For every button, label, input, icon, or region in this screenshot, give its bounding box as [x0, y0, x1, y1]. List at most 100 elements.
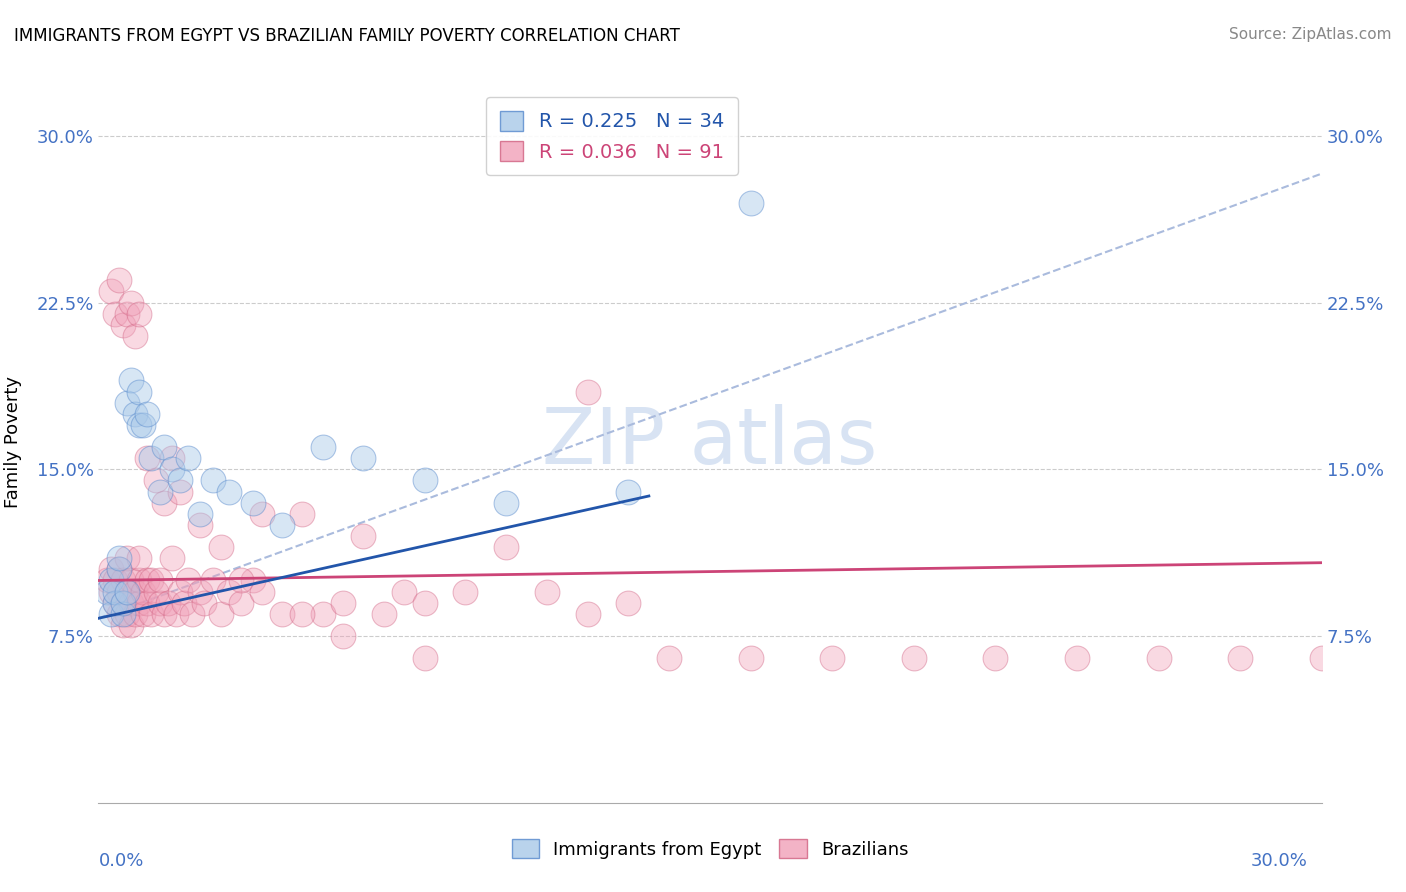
- Point: [108, 584, 131, 599]
- Point: [141, 574, 163, 588]
- Point: [141, 607, 163, 621]
- Point: [152, 440, 174, 454]
- Point: [454, 584, 477, 599]
- Point: [132, 584, 155, 599]
- Text: IMMIGRANTS FROM EGYPT VS BRAZILIAN FAMILY POVERTY CORRELATION CHART: IMMIGRANTS FROM EGYPT VS BRAZILIAN FAMIL…: [14, 27, 681, 45]
- Point: [231, 596, 253, 610]
- Point: [352, 529, 374, 543]
- Point: [312, 607, 335, 621]
- Point: [132, 607, 155, 621]
- Point: [104, 596, 127, 610]
- Point: [136, 574, 159, 588]
- Point: [145, 584, 167, 599]
- Point: [576, 607, 599, 621]
- Point: [108, 562, 131, 576]
- Point: [218, 484, 240, 499]
- Point: [120, 618, 142, 632]
- Point: [100, 607, 122, 621]
- Point: [115, 584, 138, 599]
- Point: [188, 507, 212, 521]
- Point: [1147, 651, 1170, 665]
- Point: [165, 607, 187, 621]
- Point: [136, 407, 159, 421]
- Point: [1066, 651, 1088, 665]
- Point: [120, 596, 142, 610]
- Point: [124, 407, 146, 421]
- Point: [111, 618, 134, 632]
- Point: [115, 395, 138, 409]
- Text: 0.0%: 0.0%: [98, 852, 143, 870]
- Point: [270, 607, 294, 621]
- Point: [149, 574, 172, 588]
- Point: [193, 596, 215, 610]
- Point: [160, 551, 183, 566]
- Point: [160, 462, 183, 476]
- Point: [104, 574, 127, 588]
- Point: [111, 318, 134, 332]
- Text: ZIP atlas: ZIP atlas: [543, 403, 877, 480]
- Point: [658, 651, 681, 665]
- Point: [250, 584, 273, 599]
- Point: [160, 451, 183, 466]
- Point: [332, 629, 354, 643]
- Point: [373, 607, 395, 621]
- Point: [617, 484, 640, 499]
- Point: [209, 540, 232, 554]
- Point: [576, 384, 599, 399]
- Point: [145, 474, 167, 488]
- Point: [250, 507, 273, 521]
- Point: [413, 474, 436, 488]
- Point: [108, 562, 131, 576]
- Point: [128, 551, 150, 566]
- Point: [173, 596, 195, 610]
- Point: [201, 474, 224, 488]
- Point: [188, 584, 212, 599]
- Legend: Immigrants from Egypt, Brazilians: Immigrants from Egypt, Brazilians: [505, 832, 915, 866]
- Point: [903, 651, 925, 665]
- Point: [177, 451, 200, 466]
- Point: [201, 574, 224, 588]
- Point: [100, 285, 122, 299]
- Point: [115, 307, 138, 321]
- Point: [120, 373, 142, 387]
- Point: [413, 651, 436, 665]
- Point: [128, 574, 150, 588]
- Point: [96, 574, 118, 588]
- Point: [291, 507, 314, 521]
- Point: [352, 451, 374, 466]
- Point: [181, 607, 204, 621]
- Point: [152, 496, 174, 510]
- Point: [124, 329, 146, 343]
- Point: [136, 451, 159, 466]
- Point: [1229, 651, 1251, 665]
- Point: [124, 584, 146, 599]
- Point: [177, 574, 200, 588]
- Point: [111, 574, 134, 588]
- Point: [495, 496, 517, 510]
- Point: [242, 574, 264, 588]
- Point: [104, 596, 127, 610]
- Point: [984, 651, 1007, 665]
- Point: [169, 474, 191, 488]
- Point: [149, 596, 172, 610]
- Point: [108, 551, 131, 566]
- Point: [115, 551, 138, 566]
- Y-axis label: Family Poverty: Family Poverty: [4, 376, 22, 508]
- Point: [141, 451, 163, 466]
- Point: [740, 195, 762, 210]
- Point: [100, 574, 122, 588]
- Text: Source: ZipAtlas.com: Source: ZipAtlas.com: [1229, 27, 1392, 42]
- Point: [111, 596, 134, 610]
- Point: [149, 484, 172, 499]
- Point: [120, 574, 142, 588]
- Point: [332, 596, 354, 610]
- Point: [495, 540, 517, 554]
- Point: [270, 517, 294, 532]
- Point: [740, 651, 762, 665]
- Point: [104, 307, 127, 321]
- Point: [115, 607, 138, 621]
- Point: [156, 596, 179, 610]
- Point: [120, 295, 142, 310]
- Point: [312, 440, 335, 454]
- Text: 30.0%: 30.0%: [1251, 852, 1308, 870]
